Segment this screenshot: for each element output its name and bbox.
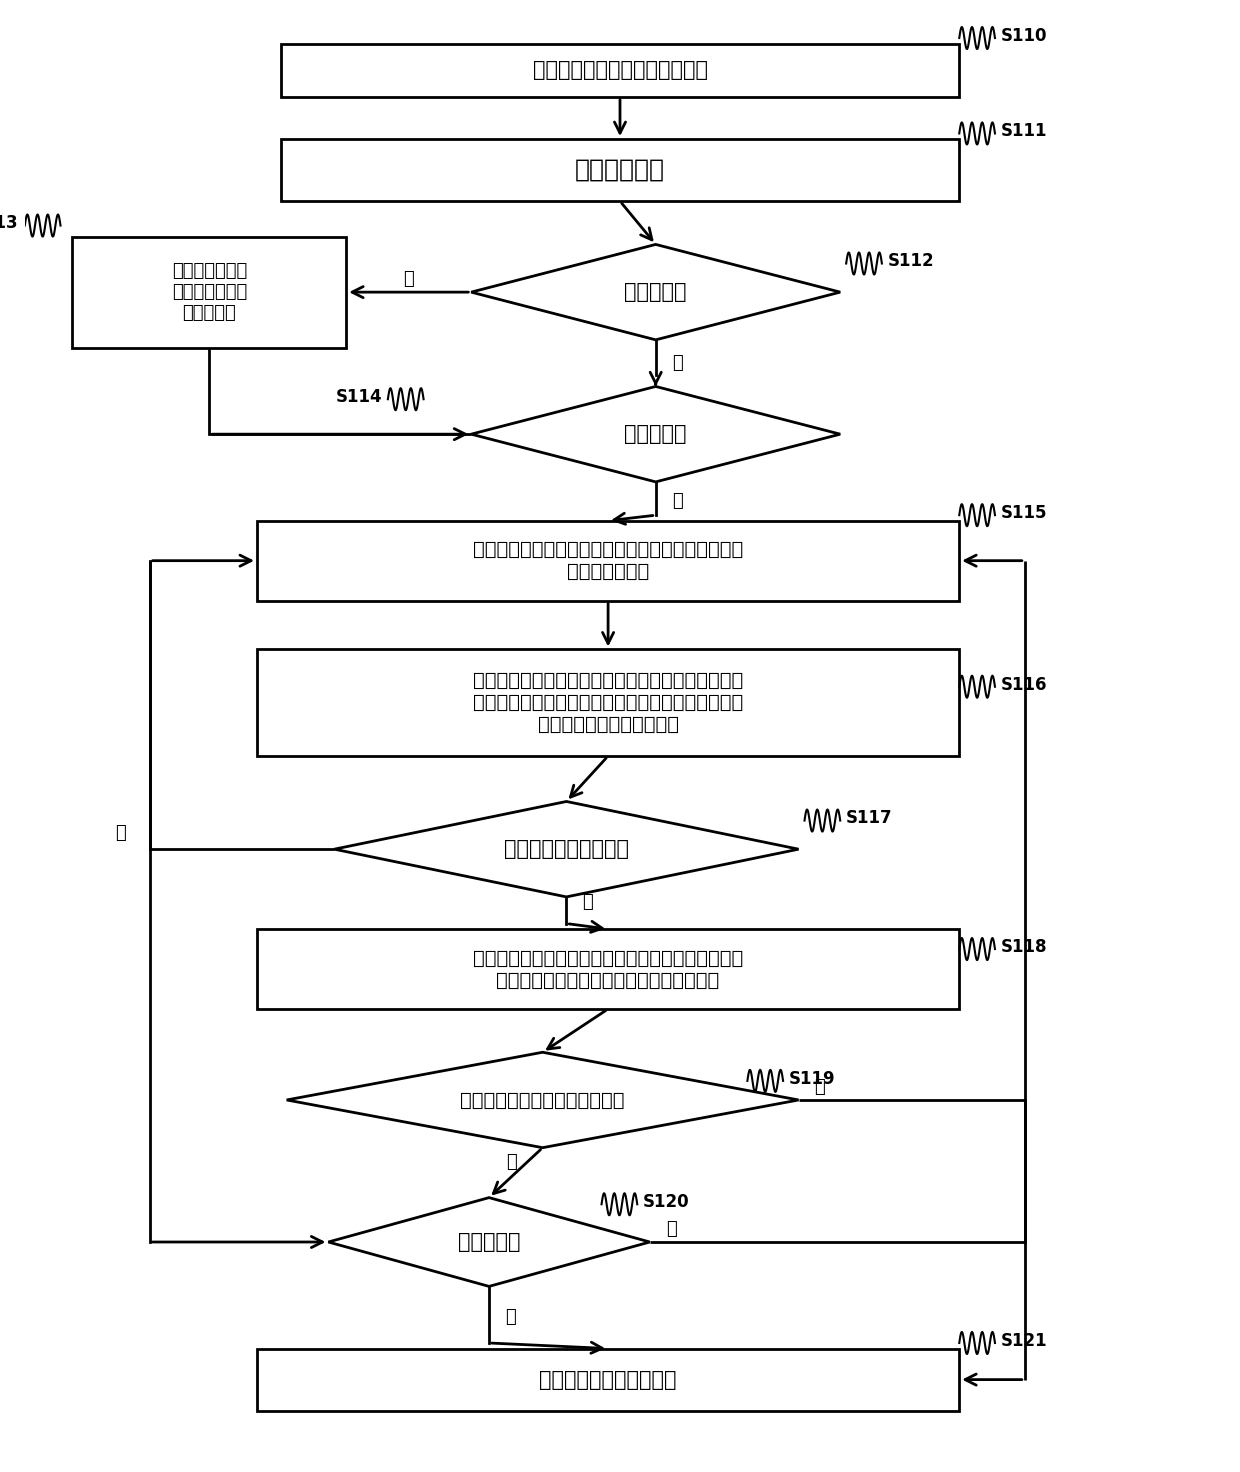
Text: S110: S110 bbox=[1001, 26, 1048, 44]
Text: 断线故障？: 断线故障？ bbox=[625, 424, 687, 445]
Text: 是: 是 bbox=[403, 269, 414, 289]
Text: S111: S111 bbox=[1001, 122, 1048, 140]
Text: 求取当前风电场系统潮流收敛边界，分析当前风电场
系统的电压薄弱点，针对电压薄弱点切负荷: 求取当前风电场系统潮流收敛边界，分析当前风电场 系统的电压薄弱点，针对电压薄弱点… bbox=[472, 948, 743, 989]
Text: 否: 否 bbox=[672, 492, 682, 511]
Text: S114: S114 bbox=[335, 389, 382, 406]
FancyBboxPatch shape bbox=[280, 44, 960, 97]
Text: S121: S121 bbox=[1001, 1332, 1048, 1350]
Text: S119: S119 bbox=[789, 1070, 836, 1088]
Polygon shape bbox=[335, 801, 799, 896]
Text: 是: 是 bbox=[115, 823, 126, 842]
FancyBboxPatch shape bbox=[72, 237, 346, 347]
Text: 是: 是 bbox=[666, 1220, 677, 1238]
Text: S118: S118 bbox=[1001, 938, 1048, 955]
Text: 确定风场侧和系统侧的初始工况: 确定风场侧和系统侧的初始工况 bbox=[532, 60, 708, 79]
Text: S116: S116 bbox=[1001, 676, 1048, 693]
Text: 统计负荷损失，结束仿真: 统计负荷损失，结束仿真 bbox=[539, 1369, 677, 1390]
Text: 根据风电机组脱
网模型判断是否
脱网并处理: 根据风电机组脱 网模型判断是否 脱网并处理 bbox=[171, 262, 247, 322]
Text: 当前风电场系统是否恢复稳定？: 当前风电场系统是否恢复稳定？ bbox=[460, 1091, 625, 1110]
Polygon shape bbox=[329, 1198, 650, 1287]
Text: 根据频率稳定模型判断每一个电气岛的频率跌落与恢
复情况，并按预设规则采取减载或切机操作，使每一
个电气岛恢复功率平衡状态: 根据频率稳定模型判断每一个电气岛的频率跌落与恢 复情况，并按预设规则采取减载或切… bbox=[472, 671, 743, 735]
Text: 是否切线？: 是否切线？ bbox=[458, 1232, 521, 1253]
Polygon shape bbox=[471, 244, 841, 340]
Text: 对该断线故障形成的电气岛进行搜索，为每一个电气
岛设置参考节点: 对该断线故障形成的电气岛进行搜索，为每一个电气 岛设置参考节点 bbox=[472, 540, 743, 581]
Text: 是: 是 bbox=[506, 1153, 516, 1170]
Text: S120: S120 bbox=[644, 1194, 689, 1211]
Text: S112: S112 bbox=[888, 252, 935, 271]
Text: 否: 否 bbox=[815, 1078, 826, 1095]
Text: 否: 否 bbox=[672, 355, 682, 372]
FancyBboxPatch shape bbox=[257, 929, 960, 1008]
Text: S113: S113 bbox=[0, 215, 19, 233]
Polygon shape bbox=[471, 387, 841, 481]
Text: 交流潮流计算，收敛？: 交流潮流计算，收敛？ bbox=[503, 839, 629, 860]
Text: 设置初始故障: 设置初始故障 bbox=[575, 158, 665, 183]
FancyBboxPatch shape bbox=[257, 649, 960, 757]
FancyBboxPatch shape bbox=[257, 521, 960, 601]
FancyBboxPatch shape bbox=[257, 1348, 960, 1410]
FancyBboxPatch shape bbox=[280, 138, 960, 202]
Text: 短路故障？: 短路故障？ bbox=[625, 283, 687, 302]
Text: S117: S117 bbox=[846, 810, 893, 827]
Text: S115: S115 bbox=[1001, 503, 1048, 523]
Polygon shape bbox=[286, 1052, 799, 1148]
Text: 否: 否 bbox=[505, 1309, 516, 1326]
Text: 否: 否 bbox=[583, 894, 593, 911]
